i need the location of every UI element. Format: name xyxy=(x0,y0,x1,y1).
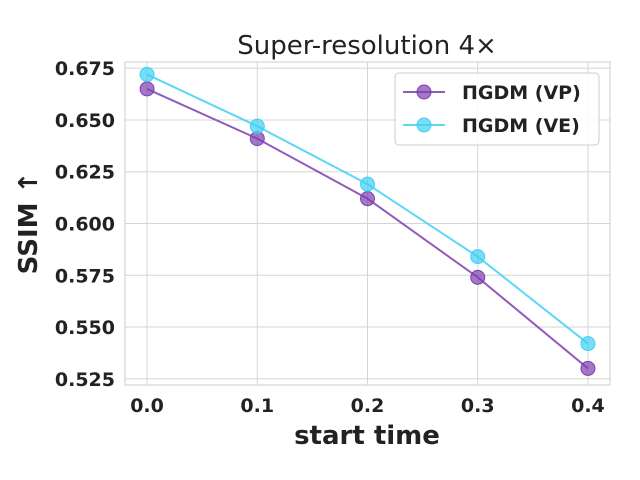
x-tick-label: 0.1 xyxy=(240,395,274,417)
legend: ΠGDM (VP) ΠGDM (VE) xyxy=(394,72,600,146)
data-point xyxy=(580,336,596,352)
y-tick-label: 0.625 xyxy=(55,162,115,184)
legend-marker-vp xyxy=(416,84,432,100)
y-tick-label: 0.650 xyxy=(55,110,115,132)
legend-marker-ve xyxy=(416,117,432,133)
legend-box xyxy=(394,72,600,146)
data-point xyxy=(360,176,375,192)
x-tick-label: 0.0 xyxy=(130,395,164,417)
y-tick-label: 0.550 xyxy=(55,317,115,339)
data-point xyxy=(470,249,486,265)
x-tick-label: 0.3 xyxy=(461,395,495,417)
data-point xyxy=(249,118,265,134)
data-point xyxy=(360,191,375,207)
chart-title: Super-resolution 4× xyxy=(237,31,497,61)
y-tick-label: 0.525 xyxy=(55,369,115,391)
y-axis-label: SSIM ↑ xyxy=(14,172,44,275)
x-tick-label: 0.2 xyxy=(351,395,385,417)
legend-label-vp: ΠGDM (VP) xyxy=(462,82,581,104)
data-point xyxy=(139,81,155,97)
grid xyxy=(125,62,610,385)
y-tick-label: 0.600 xyxy=(55,214,115,236)
series-1 xyxy=(139,66,596,352)
data-point xyxy=(139,66,155,82)
y-tick-label: 0.575 xyxy=(55,265,115,287)
data-point xyxy=(470,269,486,285)
legend-label-ve: ΠGDM (VE) xyxy=(462,115,580,137)
plot-area-frame xyxy=(124,61,611,386)
series-layer xyxy=(139,66,596,376)
data-point xyxy=(580,360,596,376)
data-point xyxy=(249,131,265,147)
y-tick-label: 0.675 xyxy=(55,58,115,80)
tick-labels: 0.0 0.1 0.2 0.3 0.4 0.525 0.550 0.575 0.600 0.625… xyxy=(55,58,605,417)
x-tick-label: 0.4 xyxy=(571,395,605,417)
x-axis-label: start time xyxy=(294,421,440,451)
